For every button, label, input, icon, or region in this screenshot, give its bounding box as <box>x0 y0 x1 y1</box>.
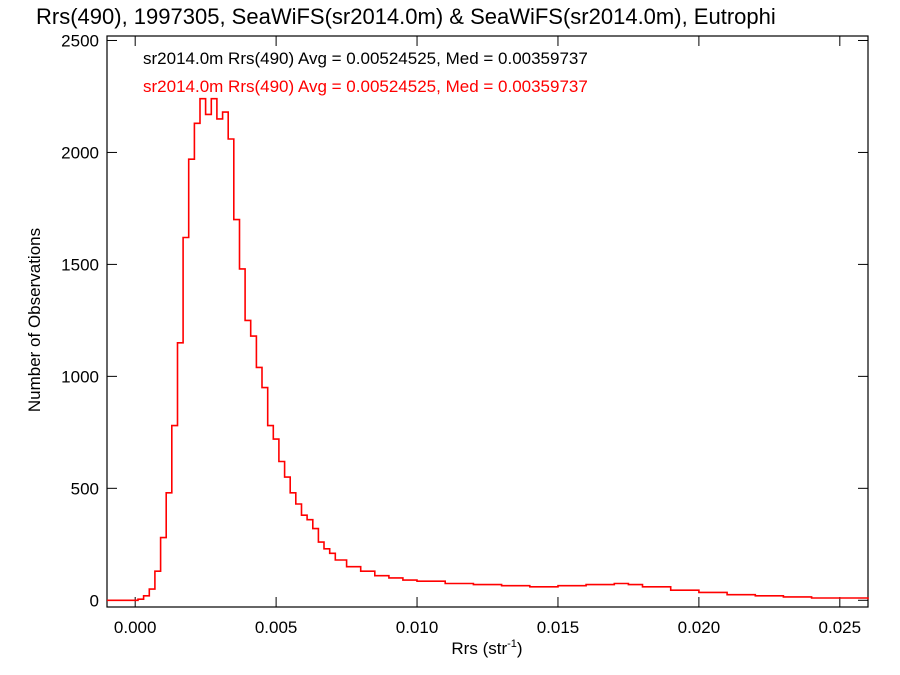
legend-entry-red: sr2014.0m Rrs(490) Avg = 0.00524525, Med… <box>143 77 588 96</box>
x-tick-label: 0.005 <box>255 618 298 637</box>
plot-frame <box>106 35 869 608</box>
y-tick-label: 500 <box>71 479 99 498</box>
x-axis-title-close: ) <box>517 639 523 658</box>
x-tick-label: 0.025 <box>819 618 862 637</box>
y-tick-label: 0 <box>90 591 99 610</box>
x-tick-label: 0.020 <box>678 618 721 637</box>
y-tick-label: 2500 <box>61 31 99 50</box>
y-tick-label: 1500 <box>61 255 99 274</box>
y-tick-label: 1000 <box>61 367 99 386</box>
chart-title: Rrs(490), 1997305, SeaWiFS(sr2014.0m) & … <box>36 4 776 29</box>
x-tick-label: 0.000 <box>114 618 157 637</box>
x-tick-label: 0.015 <box>537 618 580 637</box>
y-axis: 0 500 1000 1500 2000 2500 <box>61 31 868 610</box>
x-axis-title-superscript: -1 <box>507 638 517 650</box>
x-axis: 0.000 0.005 0.010 0.015 0.020 0.025 <box>114 36 861 637</box>
x-tick-label: 0.010 <box>396 618 439 637</box>
y-tick-label: 2000 <box>61 143 99 162</box>
legend-entry-black: sr2014.0m Rrs(490) Avg = 0.00524525, Med… <box>143 49 588 68</box>
histogram-series-line <box>107 97 869 602</box>
y-axis-title: Number of Observations <box>25 228 44 412</box>
x-axis-title: Rrs (str-1) <box>451 638 522 658</box>
